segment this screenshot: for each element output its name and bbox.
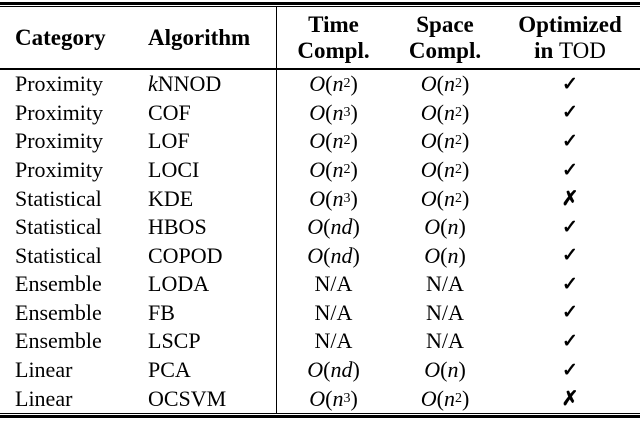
category-cell: Proximity	[15, 99, 104, 125]
col-header-time-line2: Compl.	[297, 37, 370, 63]
cross-icon: ✗	[561, 388, 579, 411]
col-header-space-compl: Space Compl.	[390, 7, 500, 68]
algorithm-cell: LODA	[148, 271, 210, 297]
category-cell: Statistical	[15, 214, 102, 240]
check-icon: ✓	[562, 330, 578, 352]
check-icon: ✓	[562, 130, 578, 152]
category-cell: Proximity	[15, 71, 104, 97]
col-header-category: Category	[15, 24, 106, 50]
algorithm-cell: COPOD	[148, 242, 223, 268]
col-header-optimized-line2: in TOD	[534, 38, 606, 64]
table-row: Linear OCSVM O(n 3) O(n 2) ✗	[0, 384, 640, 413]
table-row: Proximity LOCI O(n 2) O(n 2) ✓	[0, 155, 640, 185]
algorithm-cell: OCSVM	[148, 385, 227, 411]
algorithm-cell: LSCP	[148, 328, 201, 354]
space-complexity-cell: N/A	[426, 299, 464, 325]
space-complexity-cell: O(n 2)	[420, 385, 470, 411]
table-row: Statistical KDE O(n 3) O(n 2) ✗	[0, 184, 640, 213]
space-complexity-cell: O(n 2)	[420, 71, 470, 97]
space-complexity-cell: O(n)	[424, 357, 466, 383]
space-complexity-cell: O(n)	[424, 214, 466, 240]
check-icon: ✓	[562, 216, 578, 238]
time-complexity-cell: N/A	[276, 298, 390, 328]
time-complexity-cell: O(n d)	[276, 241, 390, 271]
time-complexity-cell: O(n 3)	[276, 384, 390, 413]
table-row: Ensemble FB N/A N/A ✓	[0, 298, 640, 328]
col-header-space-line1: Space	[416, 11, 474, 37]
col-header-time-line1: Time	[308, 11, 359, 37]
time-complexity-cell: N/A	[276, 327, 390, 356]
check-icon: ✓	[562, 359, 578, 381]
table-row: Ensemble LSCP N/A N/A ✓	[0, 327, 640, 356]
cross-icon: ✗	[561, 188, 579, 211]
check-icon: ✓	[562, 245, 578, 267]
category-cell: Ensemble	[15, 328, 102, 354]
bottom-rule-outer	[0, 415, 640, 418]
table-row: Proximity COF O(n 3) O(n 2) ✓	[0, 98, 640, 128]
category-cell: Linear	[15, 385, 73, 411]
bottom-rule-inner	[0, 412, 640, 414]
col-header-optimized-in-tod: Optimized in TOD	[500, 7, 640, 68]
algorithm-cell: k NNOD	[148, 71, 222, 97]
algorithm-cell: HBOS	[148, 214, 207, 240]
table-row: Proximity LOF O(n 2) O(n 2) ✓	[0, 127, 640, 156]
time-complexity-cell: O(n d)	[276, 355, 390, 385]
time-complexity-cell: O(n 2)	[276, 155, 390, 185]
check-icon: ✓	[562, 73, 578, 95]
space-complexity-cell: N/A	[426, 328, 464, 354]
table-row: Statistical HBOS O(n d) O(n) ✓	[0, 212, 640, 242]
table-row: Linear PCA O(n d) O(n) ✓	[0, 355, 640, 385]
check-icon: ✓	[562, 159, 578, 181]
algorithm-cell: LOCI	[148, 157, 200, 183]
top-rule-inner	[0, 6, 640, 7]
time-complexity-cell: O(n 3)	[276, 184, 390, 213]
table-row: Statistical COPOD O(n d) O(n) ✓	[0, 241, 640, 271]
table-header-row: Category Algorithm Time Compl. Space Com…	[0, 7, 640, 68]
tod-label: TOD	[559, 37, 606, 63]
category-cell: Proximity	[15, 157, 104, 183]
space-complexity-cell: O(n 2)	[420, 157, 470, 183]
table-body: Proximity k NNOD O(n 2) O(n 2) ✓ Proximity …	[0, 70, 640, 413]
algorithm-cell: PCA	[148, 357, 191, 383]
optimized-in-label: in	[534, 37, 554, 63]
category-cell: Statistical	[15, 185, 102, 211]
top-rule-outer	[0, 2, 640, 5]
category-cell: Statistical	[15, 242, 102, 268]
space-complexity-cell: O(n 2)	[420, 99, 470, 125]
table-row: Proximity k NNOD O(n 2) O(n 2) ✓	[0, 70, 640, 99]
time-complexity-cell: O(n 2)	[276, 70, 390, 99]
col-header-optimized-line1: Optimized	[518, 11, 622, 37]
check-icon: ✓	[562, 302, 578, 324]
col-header-space-line2: Compl.	[408, 37, 482, 63]
check-icon: ✓	[562, 273, 578, 295]
time-complexity-cell: O(n 3)	[276, 98, 390, 128]
algorithm-cell: LOF	[148, 128, 190, 154]
algorithm-cell: FB	[148, 299, 175, 325]
table-row: Ensemble LODA N/A N/A ✓	[0, 270, 640, 299]
algorithm-cell: COF	[148, 99, 191, 125]
header-separator-rule	[0, 68, 640, 70]
space-complexity-cell: O(n 2)	[420, 185, 470, 211]
col-header-algorithm: Algorithm	[148, 24, 251, 50]
category-cell: Ensemble	[15, 271, 102, 297]
check-icon: ✓	[562, 102, 578, 124]
time-complexity-cell: N/A	[276, 270, 390, 299]
category-cell: Proximity	[15, 128, 104, 154]
category-cell: Ensemble	[15, 299, 102, 325]
category-cell: Linear	[15, 357, 73, 383]
space-complexity-cell: N/A	[426, 271, 464, 297]
col-header-time-compl: Time Compl.	[276, 7, 390, 68]
time-complexity-cell: O(n 2)	[276, 127, 390, 156]
time-complexity-cell: O(n d)	[276, 212, 390, 242]
space-complexity-cell: O(n)	[424, 242, 466, 268]
algorithm-cell: KDE	[148, 185, 194, 211]
space-complexity-cell: O(n 2)	[420, 128, 470, 154]
